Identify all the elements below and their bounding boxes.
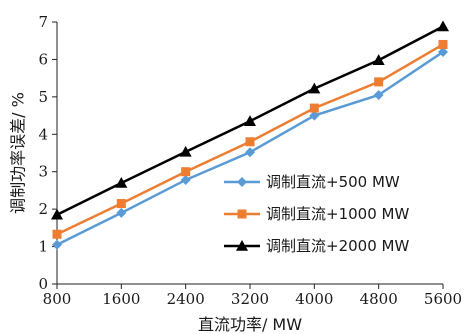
data-point [372,54,385,65]
legend-marker [237,209,247,219]
legend-label: 调制直流+1000 MW [266,205,409,223]
data-point [373,89,384,100]
y-tick-label: 4 [38,125,48,143]
data-point [438,46,448,57]
legend-item: 调制直流+1000 MW [224,205,409,223]
data-point [309,103,319,113]
legend-item: 调制直流+500 MW [224,173,400,191]
x-tick-label: 4000 [295,290,333,308]
data-point [116,207,127,218]
data-point [181,167,191,177]
legend-label: 调制直流+500 MW [266,173,400,191]
data-point [116,199,126,209]
y-tick-label: 3 [38,163,48,181]
legend: 调制直流+500 MW 调制直流+1000 MW 调制直流+2000 MW [224,173,409,255]
y-tick-label: 6 [38,50,48,68]
y-tick-label: 5 [38,88,48,106]
x-tick-label: 1600 [102,290,140,308]
data-point [179,145,192,157]
y-tick-label: 0 [38,275,48,293]
legend-marker [236,240,248,251]
x-tick-label: 800 [43,290,72,308]
x-tick-label: 5600 [424,290,462,308]
data-point [52,239,62,250]
y-tick-label: 7 [38,13,48,31]
data-point [115,176,128,188]
data-point [180,174,191,185]
data-point [308,82,321,94]
legend-item: 调制直流+2000 MW [224,237,409,255]
legend-label: 调制直流+2000 MW [266,237,409,255]
series-3 [51,20,449,220]
y-tick-label: 1 [38,238,48,256]
data-point [438,39,448,49]
x-tick-label: 2400 [167,290,205,308]
y-tick-label: 2 [38,200,48,218]
data-point [245,147,255,158]
x-tick-label: 3200 [231,290,269,308]
data-point [309,110,320,121]
series-1 [52,46,448,250]
x-tick-label: 4800 [360,290,398,308]
series-layer [51,20,449,250]
y-axis-title: 调制功率误差/ % [9,92,28,214]
data-point [437,20,449,32]
ticks: 0 1 2 3 4 5 6 7 800 1600 2400 3200 4000 4800 5600 [38,13,462,308]
data-point [245,137,255,147]
data-point [374,77,384,87]
data-point [244,115,256,126]
series-2 [52,39,448,239]
legend-marker [237,177,247,187]
data-point [51,208,63,220]
data-point [52,229,62,239]
x-axis-title: 直流功率/ MW [198,315,302,334]
